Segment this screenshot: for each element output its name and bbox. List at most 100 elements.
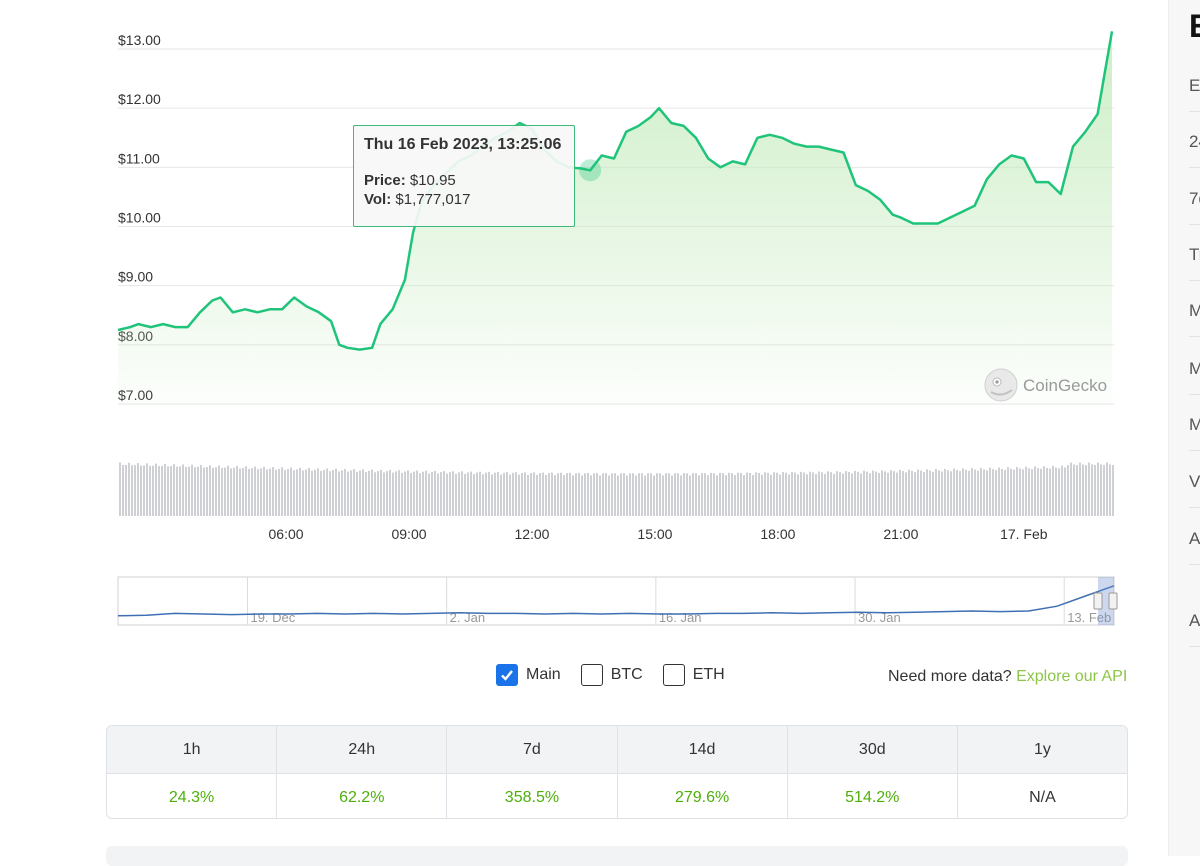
volume-bar bbox=[920, 470, 922, 516]
volume-bar bbox=[932, 471, 934, 516]
volume-bar bbox=[1022, 469, 1024, 516]
volume-bar bbox=[323, 469, 325, 516]
volume-bar bbox=[1091, 464, 1093, 516]
volume-bar bbox=[821, 472, 823, 516]
volume-bar bbox=[1028, 468, 1030, 516]
volume-bar bbox=[554, 475, 556, 516]
volume-bar bbox=[581, 475, 583, 516]
eth-checkbox-box[interactable] bbox=[662, 664, 685, 686]
volume-bar bbox=[923, 471, 925, 516]
volume-bar bbox=[806, 474, 808, 516]
volume-bar bbox=[176, 466, 178, 516]
volume-bar bbox=[221, 468, 223, 516]
performance-values-row: 24.3% 62.2% 358.5% 279.6% 514.2% N/A bbox=[107, 774, 1127, 818]
volume-bar bbox=[464, 474, 466, 516]
volume-bar bbox=[1058, 468, 1060, 516]
volume-bar bbox=[827, 471, 829, 516]
volume-bar bbox=[308, 468, 310, 516]
x-tick-label: 18:00 bbox=[760, 526, 795, 542]
volume-bar bbox=[392, 472, 394, 516]
volume-bar bbox=[1103, 465, 1105, 516]
api-note-text: Need more data? bbox=[888, 668, 1012, 685]
volume-bar bbox=[575, 473, 577, 516]
volume-bar bbox=[251, 468, 253, 516]
volume-bar bbox=[761, 474, 763, 516]
volume-bar bbox=[935, 469, 937, 516]
volume-bar bbox=[455, 473, 457, 516]
volume-bar bbox=[602, 473, 604, 516]
volume-bar bbox=[701, 472, 703, 516]
volume-bar bbox=[458, 472, 460, 516]
volume-bar bbox=[512, 472, 514, 516]
volume-bar bbox=[794, 472, 796, 516]
y-tick-label: $11.00 bbox=[118, 150, 160, 166]
volume-bar bbox=[977, 470, 979, 516]
volume-bar bbox=[1079, 462, 1081, 516]
volume-bar bbox=[431, 471, 433, 516]
volume-bar bbox=[530, 473, 532, 516]
volume-bar bbox=[953, 468, 955, 516]
navigator-selection[interactable] bbox=[1098, 577, 1114, 625]
tooltip-price-key: Price: bbox=[364, 172, 406, 189]
volume-bar bbox=[158, 466, 160, 516]
volume-bar bbox=[1109, 464, 1111, 516]
volume-bar bbox=[635, 475, 637, 516]
btc-checkbox-box[interactable] bbox=[580, 664, 603, 686]
eth-checkbox[interactable]: ETH bbox=[662, 664, 725, 686]
volume-bar bbox=[665, 473, 667, 516]
volume-bar bbox=[707, 475, 709, 516]
volume-bar bbox=[542, 472, 544, 516]
volume-bar bbox=[1046, 467, 1048, 516]
x-tick-label: 21:00 bbox=[883, 526, 918, 542]
volume-bar bbox=[1100, 464, 1102, 516]
volume-bars bbox=[119, 462, 1114, 516]
volume-bar bbox=[368, 470, 370, 516]
volume-bar bbox=[728, 472, 730, 516]
volume-bar bbox=[281, 467, 283, 516]
volume-bar bbox=[440, 472, 442, 516]
volume-bar bbox=[842, 473, 844, 516]
btc-checkbox[interactable]: BTC bbox=[580, 664, 643, 686]
volume-bar bbox=[1106, 462, 1108, 516]
volume-bar bbox=[140, 465, 142, 516]
price-chart[interactable]: $13.00$12.00$11.00$10.00$9.00$8.00$7.00 … bbox=[0, 0, 1165, 640]
volume-bar bbox=[668, 473, 670, 516]
volume-bar bbox=[782, 472, 784, 516]
main-checkbox-box[interactable] bbox=[496, 664, 518, 686]
right-panel-item: M bbox=[1189, 359, 1200, 379]
volume-bar bbox=[350, 470, 352, 516]
main-checkbox[interactable]: Main bbox=[496, 664, 561, 686]
volume-bar bbox=[566, 473, 568, 516]
explore-api-link[interactable]: Explore our API bbox=[1016, 668, 1128, 685]
volume-bar bbox=[830, 472, 832, 516]
volume-bar bbox=[662, 475, 664, 516]
volume-bar bbox=[197, 466, 199, 516]
x-tick-label: 15:00 bbox=[637, 526, 672, 542]
volume-bar bbox=[401, 472, 403, 516]
navigator-handle-left[interactable] bbox=[1093, 592, 1103, 610]
volume-bar bbox=[155, 463, 157, 516]
volume-bar bbox=[320, 470, 322, 516]
navigator-handle-right[interactable] bbox=[1108, 592, 1118, 610]
volume-bar bbox=[578, 472, 580, 516]
volume-bar bbox=[1049, 468, 1051, 516]
volume-bar bbox=[494, 472, 496, 516]
volume-bar bbox=[929, 470, 931, 516]
volume-bar bbox=[1064, 467, 1066, 516]
volume-bar bbox=[770, 474, 772, 516]
volume-bar bbox=[548, 473, 550, 516]
navigator[interactable]: 19. Dec 2. Jan 16. Jan 30. Jan 13. Feb bbox=[117, 576, 1118, 626]
volume-bar bbox=[164, 463, 166, 516]
checkmark-icon bbox=[501, 670, 513, 681]
right-panel-separator bbox=[1189, 280, 1200, 281]
volume-bar bbox=[353, 469, 355, 516]
volume-bar bbox=[773, 472, 775, 516]
volume-bar bbox=[1085, 465, 1087, 516]
volume-bar bbox=[785, 472, 787, 516]
volume-bar bbox=[887, 472, 889, 516]
perf-value-7d: 358.5% bbox=[447, 774, 618, 818]
volume-bar bbox=[824, 473, 826, 516]
volume-bar bbox=[419, 473, 421, 516]
volume-bar bbox=[119, 462, 121, 516]
volume-bar bbox=[803, 472, 805, 516]
